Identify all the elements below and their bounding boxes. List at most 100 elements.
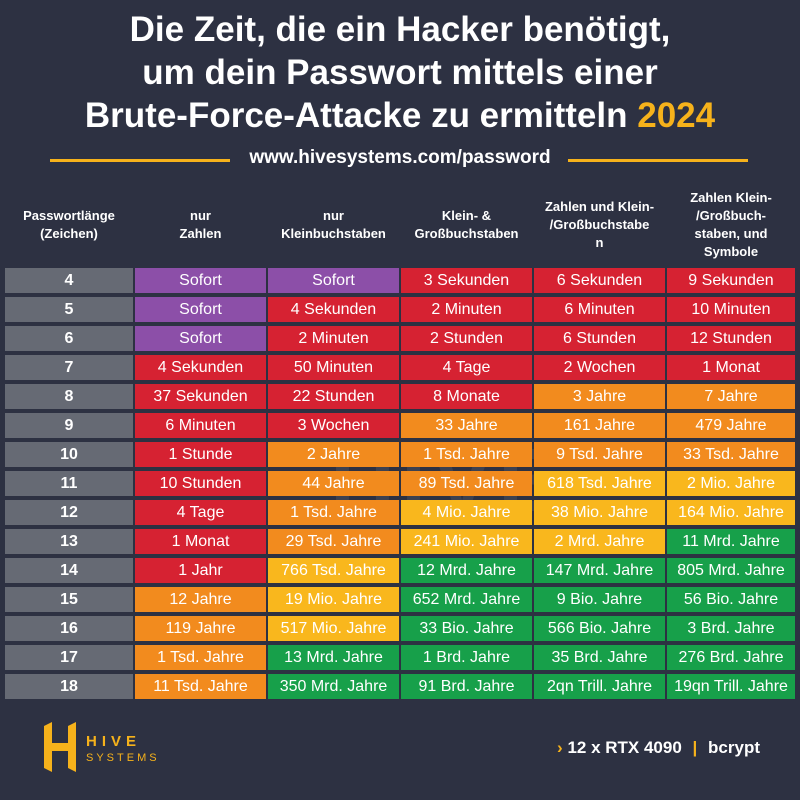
column-header-text: nur Kleinbuchstaben (281, 207, 386, 243)
column-header: Zahlen Klein- /Großbuch-staben, und Symbol… (667, 185, 795, 265)
footer-separator: | (692, 738, 698, 757)
time-cell: 276 Brd. Jahre (667, 645, 795, 670)
column-header-line: Symbole (703, 244, 759, 259)
time-cell: 161 Jahre (534, 413, 665, 438)
time-cell: 1 Tsd. Jahre (401, 442, 532, 467)
footer-algorithm: bcrypt (708, 738, 760, 757)
column-header: nur Zahlen (135, 185, 266, 265)
length-cell: 17 (5, 645, 133, 670)
time-cell: Sofort (268, 268, 399, 293)
time-cell: 618 Tsd. Jahre (534, 471, 665, 496)
time-cell: 91 Brd. Jahre (401, 674, 532, 699)
time-cell: 3 Wochen (268, 413, 399, 438)
time-cell: 89 Tsd. Jahre (401, 471, 532, 496)
time-cell: 9 Tsd. Jahre (534, 442, 665, 467)
column-header-line: nur (190, 208, 211, 223)
time-cell: 2 Jahre (268, 442, 399, 467)
length-cell: 7 (5, 355, 133, 380)
column-header-line: n (595, 235, 604, 250)
time-cell: 1 Brd. Jahre (401, 645, 532, 670)
time-cell: 9 Sekunden (667, 268, 795, 293)
time-cell: 3 Brd. Jahre (667, 616, 795, 641)
time-cell: 1 Monat (667, 355, 795, 380)
time-cell: 1 Monat (135, 529, 266, 554)
time-cell: 241 Mio. Jahre (401, 529, 532, 554)
length-cell: 6 (5, 326, 133, 351)
hive-logo-icon (44, 722, 76, 772)
column-header-line: nur (323, 208, 344, 223)
column-header-text: nur Zahlen (180, 207, 222, 243)
time-cell: 164 Mio. Jahre (667, 500, 795, 525)
length-cell: 10 (5, 442, 133, 467)
time-cell: Sofort (135, 326, 266, 351)
column-header-line: Passwortlänge (23, 208, 115, 223)
time-cell: 50 Minuten (268, 355, 399, 380)
length-cell: 14 (5, 558, 133, 583)
time-cell: 3 Jahre (534, 384, 665, 409)
time-cell: 805 Mrd. Jahre (667, 558, 795, 583)
time-cell: 119 Jahre (135, 616, 266, 641)
time-cell: 1 Jahr (135, 558, 266, 583)
column-header-line: Zahlen Klein- (690, 190, 772, 205)
time-cell: 29 Tsd. Jahre (268, 529, 399, 554)
time-cell: 1 Tsd. Jahre (268, 500, 399, 525)
title-line-3: Brute-Force-Attacke zu ermitteln 2024 (0, 94, 800, 137)
column-header: Zahlen und Klein- /Großbuchstabe n (534, 185, 665, 265)
url-divider-right (568, 159, 748, 162)
title-year: 2024 (637, 96, 716, 135)
column-header-line: Zahlen und Klein- (544, 199, 655, 214)
logo-subword: SYSTEMS (86, 752, 160, 764)
title-line-2: um dein Passwort mittels einer (142, 53, 658, 92)
column-header: Passwortlänge (Zeichen) (5, 185, 133, 265)
time-cell: 11 Tsd. Jahre (135, 674, 266, 699)
time-cell: 44 Jahre (268, 471, 399, 496)
time-cell: 517 Mio. Jahre (268, 616, 399, 641)
time-cell: 13 Mrd. Jahre (268, 645, 399, 670)
time-cell: 19 Mio. Jahre (268, 587, 399, 612)
time-cell: Sofort (135, 268, 266, 293)
time-cell: 37 Sekunden (135, 384, 266, 409)
time-cell: 12 Jahre (135, 587, 266, 612)
footer-hardware: 12 x RTX 4090 (567, 738, 682, 757)
time-cell: 2qn Trill. Jahre (534, 674, 665, 699)
column-header-line: (Zeichen) (40, 226, 98, 241)
time-cell: 11 Mrd. Jahre (667, 529, 795, 554)
time-cell: Sofort (135, 297, 266, 322)
length-cell: 8 (5, 384, 133, 409)
column-header: Klein- & Großbuchstaben (401, 185, 532, 265)
time-cell: 2 Minuten (268, 326, 399, 351)
length-cell: 9 (5, 413, 133, 438)
time-cell: 4 Tage (135, 500, 266, 525)
time-cell: 4 Mio. Jahre (401, 500, 532, 525)
chevron-right-icon: › (557, 738, 563, 757)
length-cell: 18 (5, 674, 133, 699)
length-cell: 12 (5, 500, 133, 525)
time-cell: 566 Bio. Jahre (534, 616, 665, 641)
time-cell: 6 Minuten (135, 413, 266, 438)
length-cell: 15 (5, 587, 133, 612)
logo-word: HIVE (86, 733, 142, 750)
length-cell: 5 (5, 297, 133, 322)
time-cell: 22 Stunden (268, 384, 399, 409)
time-cell: 12 Stunden (667, 326, 795, 351)
time-cell: 12 Mrd. Jahre (401, 558, 532, 583)
time-cell: 2 Stunden (401, 326, 532, 351)
time-cell: 2 Minuten (401, 297, 532, 322)
time-cell: 1 Stunde (135, 442, 266, 467)
time-cell: 6 Sekunden (534, 268, 665, 293)
url-divider-left (50, 159, 230, 162)
time-cell: 6 Minuten (534, 297, 665, 322)
column-header-line: Zahlen (179, 226, 222, 241)
title-line-1: Die Zeit, die ein Hacker benötigt, (129, 10, 671, 49)
time-cell: 479 Jahre (667, 413, 795, 438)
length-cell: 13 (5, 529, 133, 554)
footer-hardware-info: › 12 x RTX 4090 | bcrypt (557, 738, 760, 758)
time-cell: 4 Tage (401, 355, 532, 380)
time-cell: 4 Sekunden (135, 355, 266, 380)
time-cell: 9 Bio. Jahre (534, 587, 665, 612)
column-header: nur Kleinbuchstaben (268, 185, 399, 265)
column-header-line: /Großbuch- (695, 208, 767, 223)
time-cell: 2 Mio. Jahre (667, 471, 795, 496)
time-cell: 147 Mrd. Jahre (534, 558, 665, 583)
time-cell: 7 Jahre (667, 384, 795, 409)
